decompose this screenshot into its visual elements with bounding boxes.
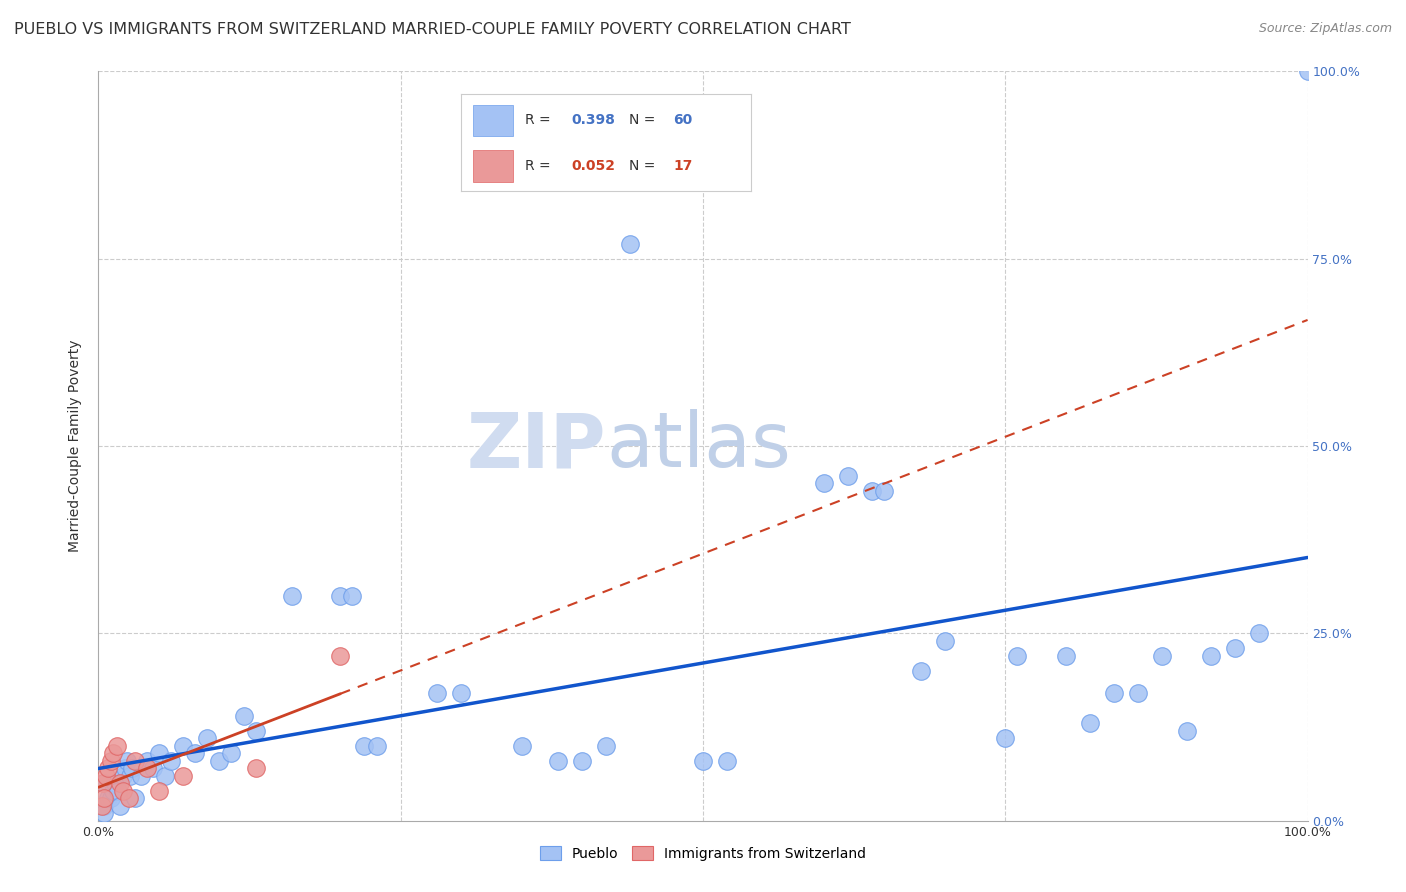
Point <box>172 739 194 753</box>
Point <box>547 754 569 768</box>
Point <box>135 754 157 768</box>
Point <box>1249 626 1271 640</box>
Point <box>1007 648 1029 663</box>
Point <box>281 589 304 603</box>
Point <box>910 664 932 678</box>
Point <box>232 708 254 723</box>
Point <box>93 776 115 790</box>
Point <box>571 754 593 768</box>
Point <box>105 739 128 753</box>
Point <box>1199 648 1222 663</box>
Point <box>221 746 243 760</box>
Point <box>104 776 127 790</box>
Point <box>595 739 617 753</box>
Text: atlas: atlas <box>606 409 792 483</box>
Point <box>118 791 141 805</box>
Point <box>1102 686 1125 700</box>
Point <box>97 791 120 805</box>
Point <box>245 723 267 738</box>
Point <box>101 783 124 797</box>
Point <box>91 776 114 790</box>
Text: ZIP: ZIP <box>467 409 606 483</box>
Point <box>100 791 122 805</box>
Text: PUEBLO VS IMMIGRANTS FROM SWITZERLAND MARRIED-COUPLE FAMILY POVERTY CORRELATION : PUEBLO VS IMMIGRANTS FROM SWITZERLAND MA… <box>14 22 851 37</box>
Point <box>245 761 267 775</box>
Point <box>153 769 176 783</box>
Point <box>1078 716 1101 731</box>
Point <box>108 798 131 813</box>
Point <box>1128 686 1150 700</box>
Point <box>1054 648 1077 663</box>
Point <box>93 798 115 813</box>
Point <box>813 476 835 491</box>
Point <box>111 783 134 797</box>
Point <box>1175 723 1198 738</box>
Point <box>118 769 141 783</box>
Point <box>124 754 146 768</box>
Point <box>1296 64 1319 78</box>
Point <box>994 731 1017 746</box>
Point <box>97 761 120 775</box>
Point <box>716 754 738 768</box>
Point <box>111 769 134 783</box>
Point <box>114 761 136 775</box>
Point <box>93 806 115 821</box>
Point <box>692 754 714 768</box>
Point <box>342 589 364 603</box>
Point <box>117 754 139 768</box>
Point <box>124 791 146 805</box>
Point <box>148 783 170 797</box>
Point <box>1152 648 1174 663</box>
Point <box>329 648 352 663</box>
Point <box>107 783 129 797</box>
Point <box>94 769 117 783</box>
Point <box>934 633 956 648</box>
Point <box>184 746 207 760</box>
Point <box>329 589 352 603</box>
Point <box>160 754 183 768</box>
Y-axis label: Married-Couple Family Poverty: Married-Couple Family Poverty <box>69 340 83 552</box>
Point <box>195 731 218 746</box>
Point <box>426 686 449 700</box>
Point <box>101 746 124 760</box>
Legend: Pueblo, Immigrants from Switzerland: Pueblo, Immigrants from Switzerland <box>534 840 872 866</box>
Point <box>837 469 859 483</box>
Point <box>108 776 131 790</box>
Point <box>91 798 114 813</box>
Point <box>142 761 165 775</box>
Point <box>135 761 157 775</box>
Point <box>873 483 896 498</box>
Point <box>93 791 115 805</box>
Text: Source: ZipAtlas.com: Source: ZipAtlas.com <box>1258 22 1392 36</box>
Point <box>129 769 152 783</box>
Point <box>619 236 641 251</box>
Point <box>148 746 170 760</box>
Point <box>100 754 122 768</box>
Point <box>860 483 883 498</box>
Point <box>1223 641 1246 656</box>
Point <box>353 739 375 753</box>
Point <box>510 739 533 753</box>
Point <box>172 769 194 783</box>
Point <box>366 739 388 753</box>
Point <box>450 686 472 700</box>
Point <box>208 754 231 768</box>
Point <box>121 761 143 775</box>
